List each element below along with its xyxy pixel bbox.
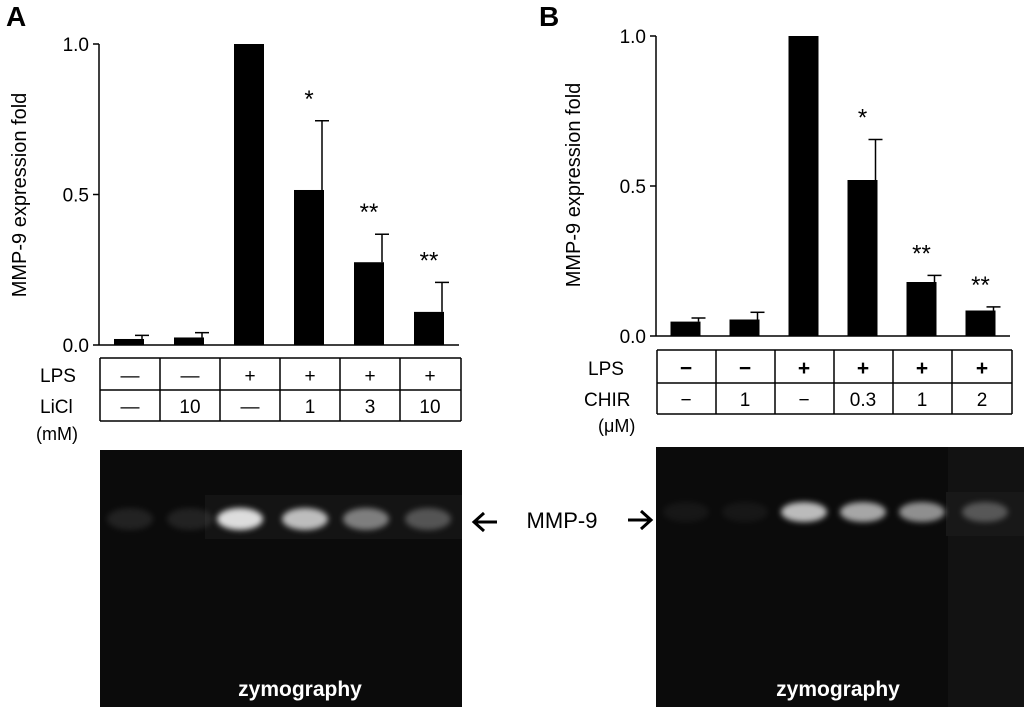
table-a-row2-label: LiCl (40, 397, 73, 418)
gel-b-bands (663, 502, 1008, 522)
table-a-cell: 10 (419, 397, 440, 418)
bar (729, 319, 760, 336)
gel-image-a: zymography (100, 450, 462, 707)
table-a-cell: + (304, 366, 315, 387)
table-b-row2-label: CHIR (584, 390, 630, 411)
bar (234, 44, 264, 345)
gel-image-b: zymography (656, 447, 1024, 707)
table-a-cell: — (181, 366, 200, 387)
y-tick-label: 0.0 (620, 327, 646, 348)
gel-band (899, 502, 945, 522)
gel-band (282, 508, 328, 530)
panel-b-letter: B (539, 1, 559, 32)
y-tick-label: 0.5 (620, 177, 646, 198)
table-a-cell: 1 (305, 397, 316, 418)
table-b-cell: + (857, 357, 869, 380)
gel-band (840, 502, 886, 522)
y-tick-label: 1.0 (63, 35, 89, 56)
table-b-cell: − (739, 357, 751, 380)
right-arrow-icon (628, 509, 654, 531)
table-a-cell: 3 (365, 397, 376, 418)
gel-band (405, 508, 451, 530)
bar (294, 189, 324, 345)
table-a-cell: + (424, 366, 435, 387)
bar (965, 310, 996, 336)
table-b-cell: + (976, 357, 988, 380)
gel-band (217, 508, 263, 530)
significance-label: * (858, 105, 867, 132)
gel-band (722, 502, 768, 522)
table-a-cell: + (244, 366, 255, 387)
gel-band (781, 502, 827, 522)
table-a-cell: + (364, 366, 375, 387)
bar (670, 321, 701, 336)
table-a-cell: — (121, 397, 140, 418)
bar (354, 262, 384, 345)
table-a-row1-label: LPS (40, 366, 76, 387)
bar (414, 311, 444, 345)
significance-label: ** (360, 199, 379, 226)
bar (174, 337, 204, 345)
table-b-cell: 0.3 (850, 390, 876, 411)
mmp9-marker: MMP-9 (471, 508, 654, 533)
chart-b: 0.00.51.0***** (620, 27, 1010, 348)
gel-band (167, 508, 213, 530)
table-b-cell: − (680, 390, 691, 411)
chart-b-ylabel: MMP-9 expression fold (563, 83, 585, 288)
bar (906, 282, 937, 336)
gel-band (663, 502, 709, 522)
significance-label: ** (971, 272, 990, 299)
table-a-unit: (mM) (36, 424, 78, 444)
bar (847, 180, 878, 336)
significance-label: * (304, 86, 313, 113)
table-b-cell: + (798, 357, 810, 380)
table-b-row1-label: LPS (588, 359, 624, 380)
table-a-cell: — (241, 397, 260, 418)
gel-band (962, 502, 1008, 522)
condition-table-a: LPS LiCl (mM) — — + + + + — 10 — 1 3 10 (36, 357, 462, 444)
bar (788, 36, 819, 336)
table-b-cell: − (680, 357, 692, 380)
table-a-cell: — (121, 366, 140, 387)
table-a-cell: 10 (179, 397, 200, 418)
table-b-cell: − (798, 390, 809, 411)
mmp9-label: MMP-9 (527, 508, 598, 533)
significance-label: ** (420, 247, 439, 274)
y-tick-label: 0.5 (63, 186, 89, 207)
chart-a-ylabel: MMP-9 expression fold (9, 93, 31, 298)
gel-b-caption: zymography (776, 678, 900, 701)
table-b-cell: 1 (740, 390, 751, 411)
gel-band (107, 508, 153, 530)
panel-a-letter: A (6, 1, 26, 32)
table-b-cell: 2 (977, 390, 988, 411)
table-b-unit: (μM) (598, 416, 635, 436)
table-b-cell: 1 (917, 390, 928, 411)
left-arrow-icon (471, 511, 497, 533)
gel-a-bands (107, 508, 451, 530)
bar (114, 338, 144, 345)
significance-label: ** (912, 240, 931, 267)
table-b-cell: + (916, 357, 928, 380)
y-tick-label: 1.0 (620, 27, 646, 48)
chart-a: 0.00.51.0***** (63, 35, 459, 357)
gel-a-caption: zymography (238, 678, 362, 701)
condition-table-b: LPS CHIR (μM) − − + + + + − 1 − 0.3 1 2 (584, 349, 1013, 436)
y-tick-label: 0.0 (63, 336, 89, 357)
gel-band (343, 508, 389, 530)
